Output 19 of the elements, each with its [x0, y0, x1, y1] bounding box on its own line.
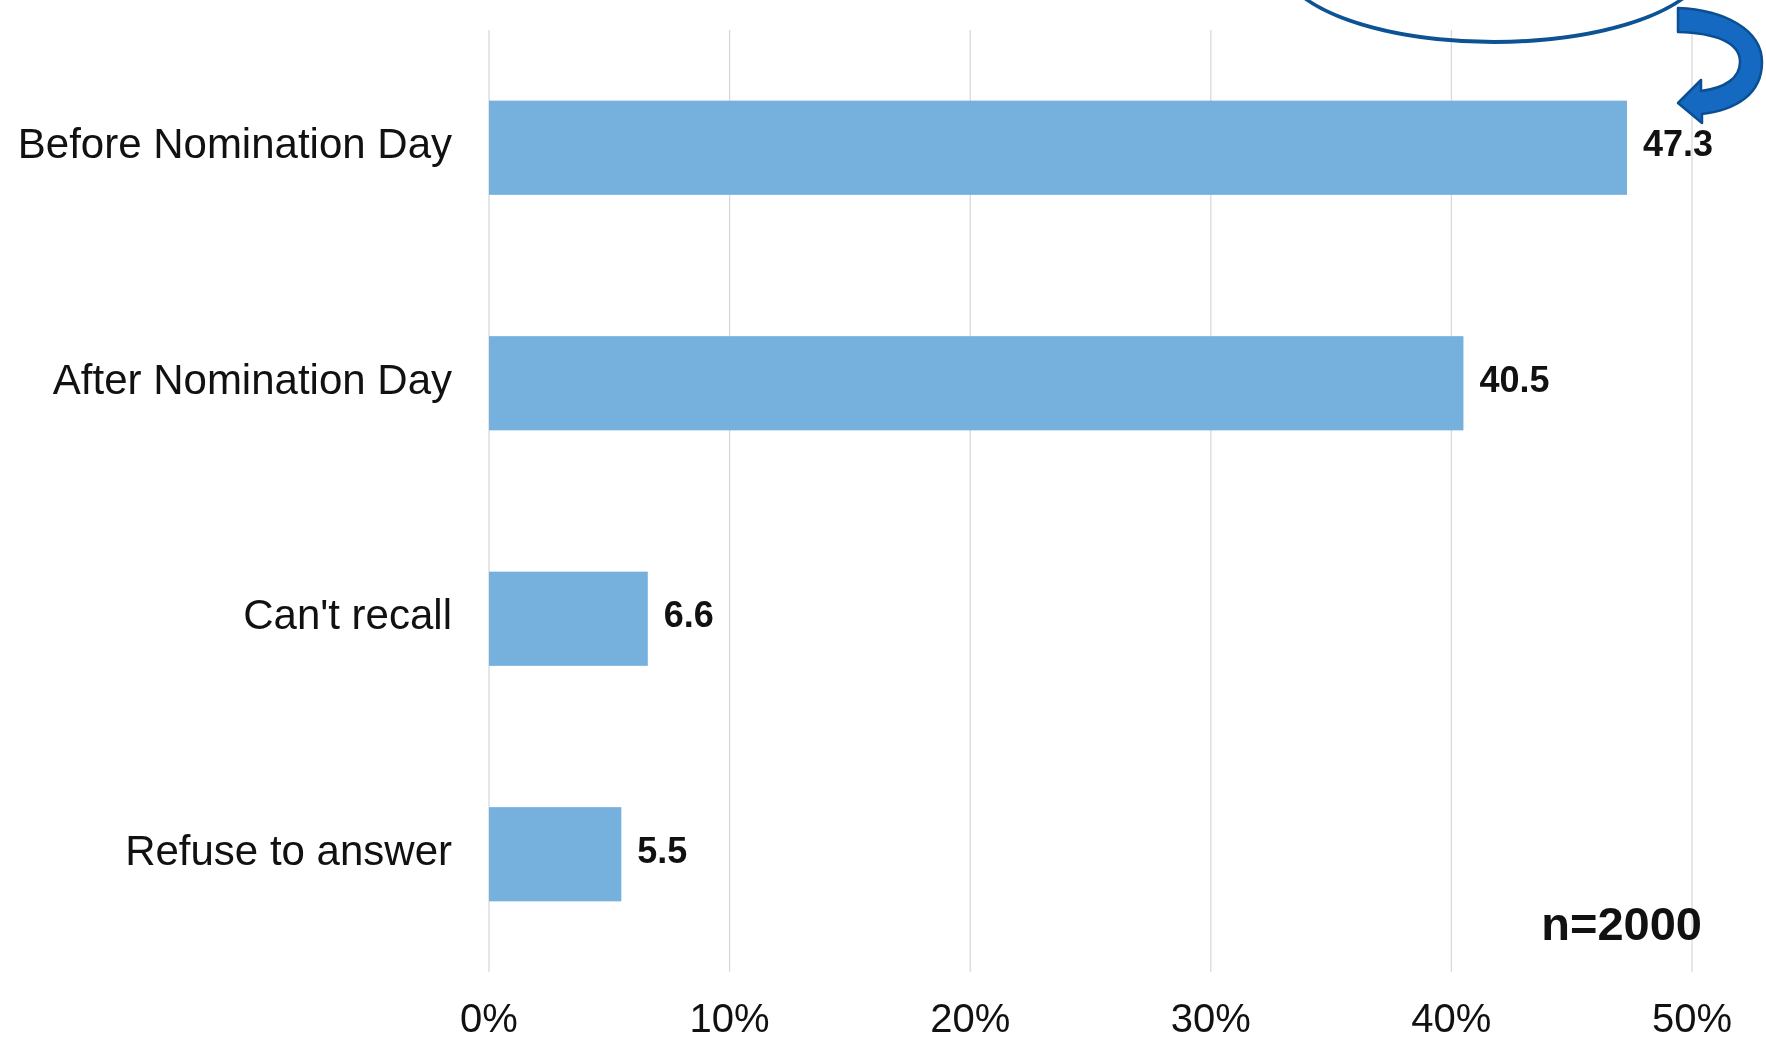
x-tick-label: 30% — [1170, 996, 1251, 1040]
bar — [489, 100, 1628, 195]
x-tick-label: 0% — [460, 996, 518, 1040]
annotation: n=2000 — [1541, 896, 1702, 950]
data-label: 5.5 — [637, 829, 688, 871]
data-label: 40.5 — [1479, 358, 1550, 400]
x-tick-label: 10% — [689, 996, 770, 1040]
x-tick-label: 50% — [1651, 996, 1733, 1040]
y-tick-label: Can't recall — [243, 591, 452, 639]
x-tick-label: 20% — [930, 996, 1011, 1040]
y-tick-label: Before Nomination Day — [17, 120, 452, 168]
data-label: 6.6 — [663, 594, 714, 636]
y-tick-label: After Nomination Day — [52, 355, 452, 403]
data-label: 47.3 — [1643, 123, 1714, 165]
x-tick-label: 40% — [1411, 996, 1492, 1040]
bar — [489, 571, 648, 666]
bar — [489, 807, 622, 902]
y-tick-label: Refuse to answer — [125, 826, 452, 874]
bar — [489, 336, 1464, 431]
